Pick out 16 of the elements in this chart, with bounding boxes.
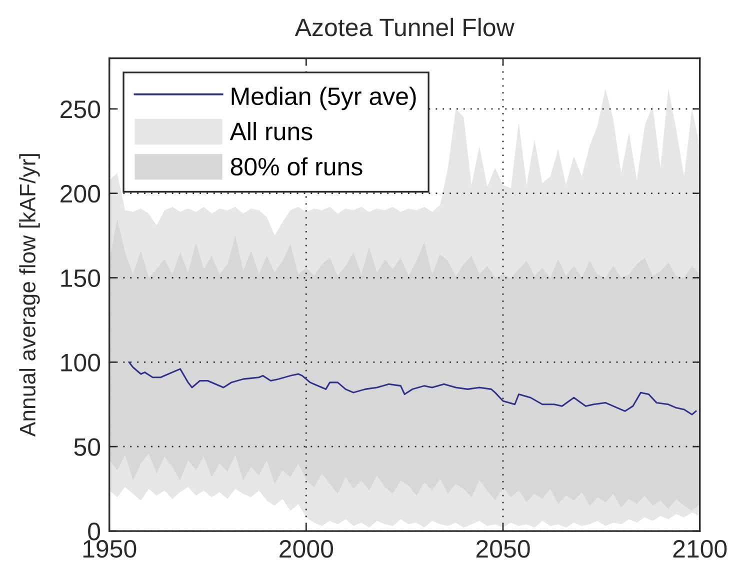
legend-label: 80% of runs xyxy=(230,157,362,176)
x-tick-label: 1950 xyxy=(83,540,136,558)
y-axis-title: Annual average flow [kAF/yr] xyxy=(19,154,40,437)
y-tick-label: 200 xyxy=(60,184,100,203)
legend-label: Median (5yr ave) xyxy=(232,86,416,110)
x-tick-label: 2000 xyxy=(280,540,334,558)
legend-label: All runs xyxy=(230,122,312,140)
y-tick-label: 150 xyxy=(61,269,100,288)
y-tick-label: 250 xyxy=(60,100,100,118)
chart-title: Azotea Tunnel Flow xyxy=(294,18,514,36)
y-tick-label: 0 xyxy=(88,522,100,540)
y-tick-label: 100 xyxy=(61,354,100,372)
line-series xyxy=(128,361,697,416)
y-tick-label: 50 xyxy=(74,438,100,456)
x-tick-label: 2100 xyxy=(673,540,727,558)
x-tick-label: 2050 xyxy=(476,540,530,558)
